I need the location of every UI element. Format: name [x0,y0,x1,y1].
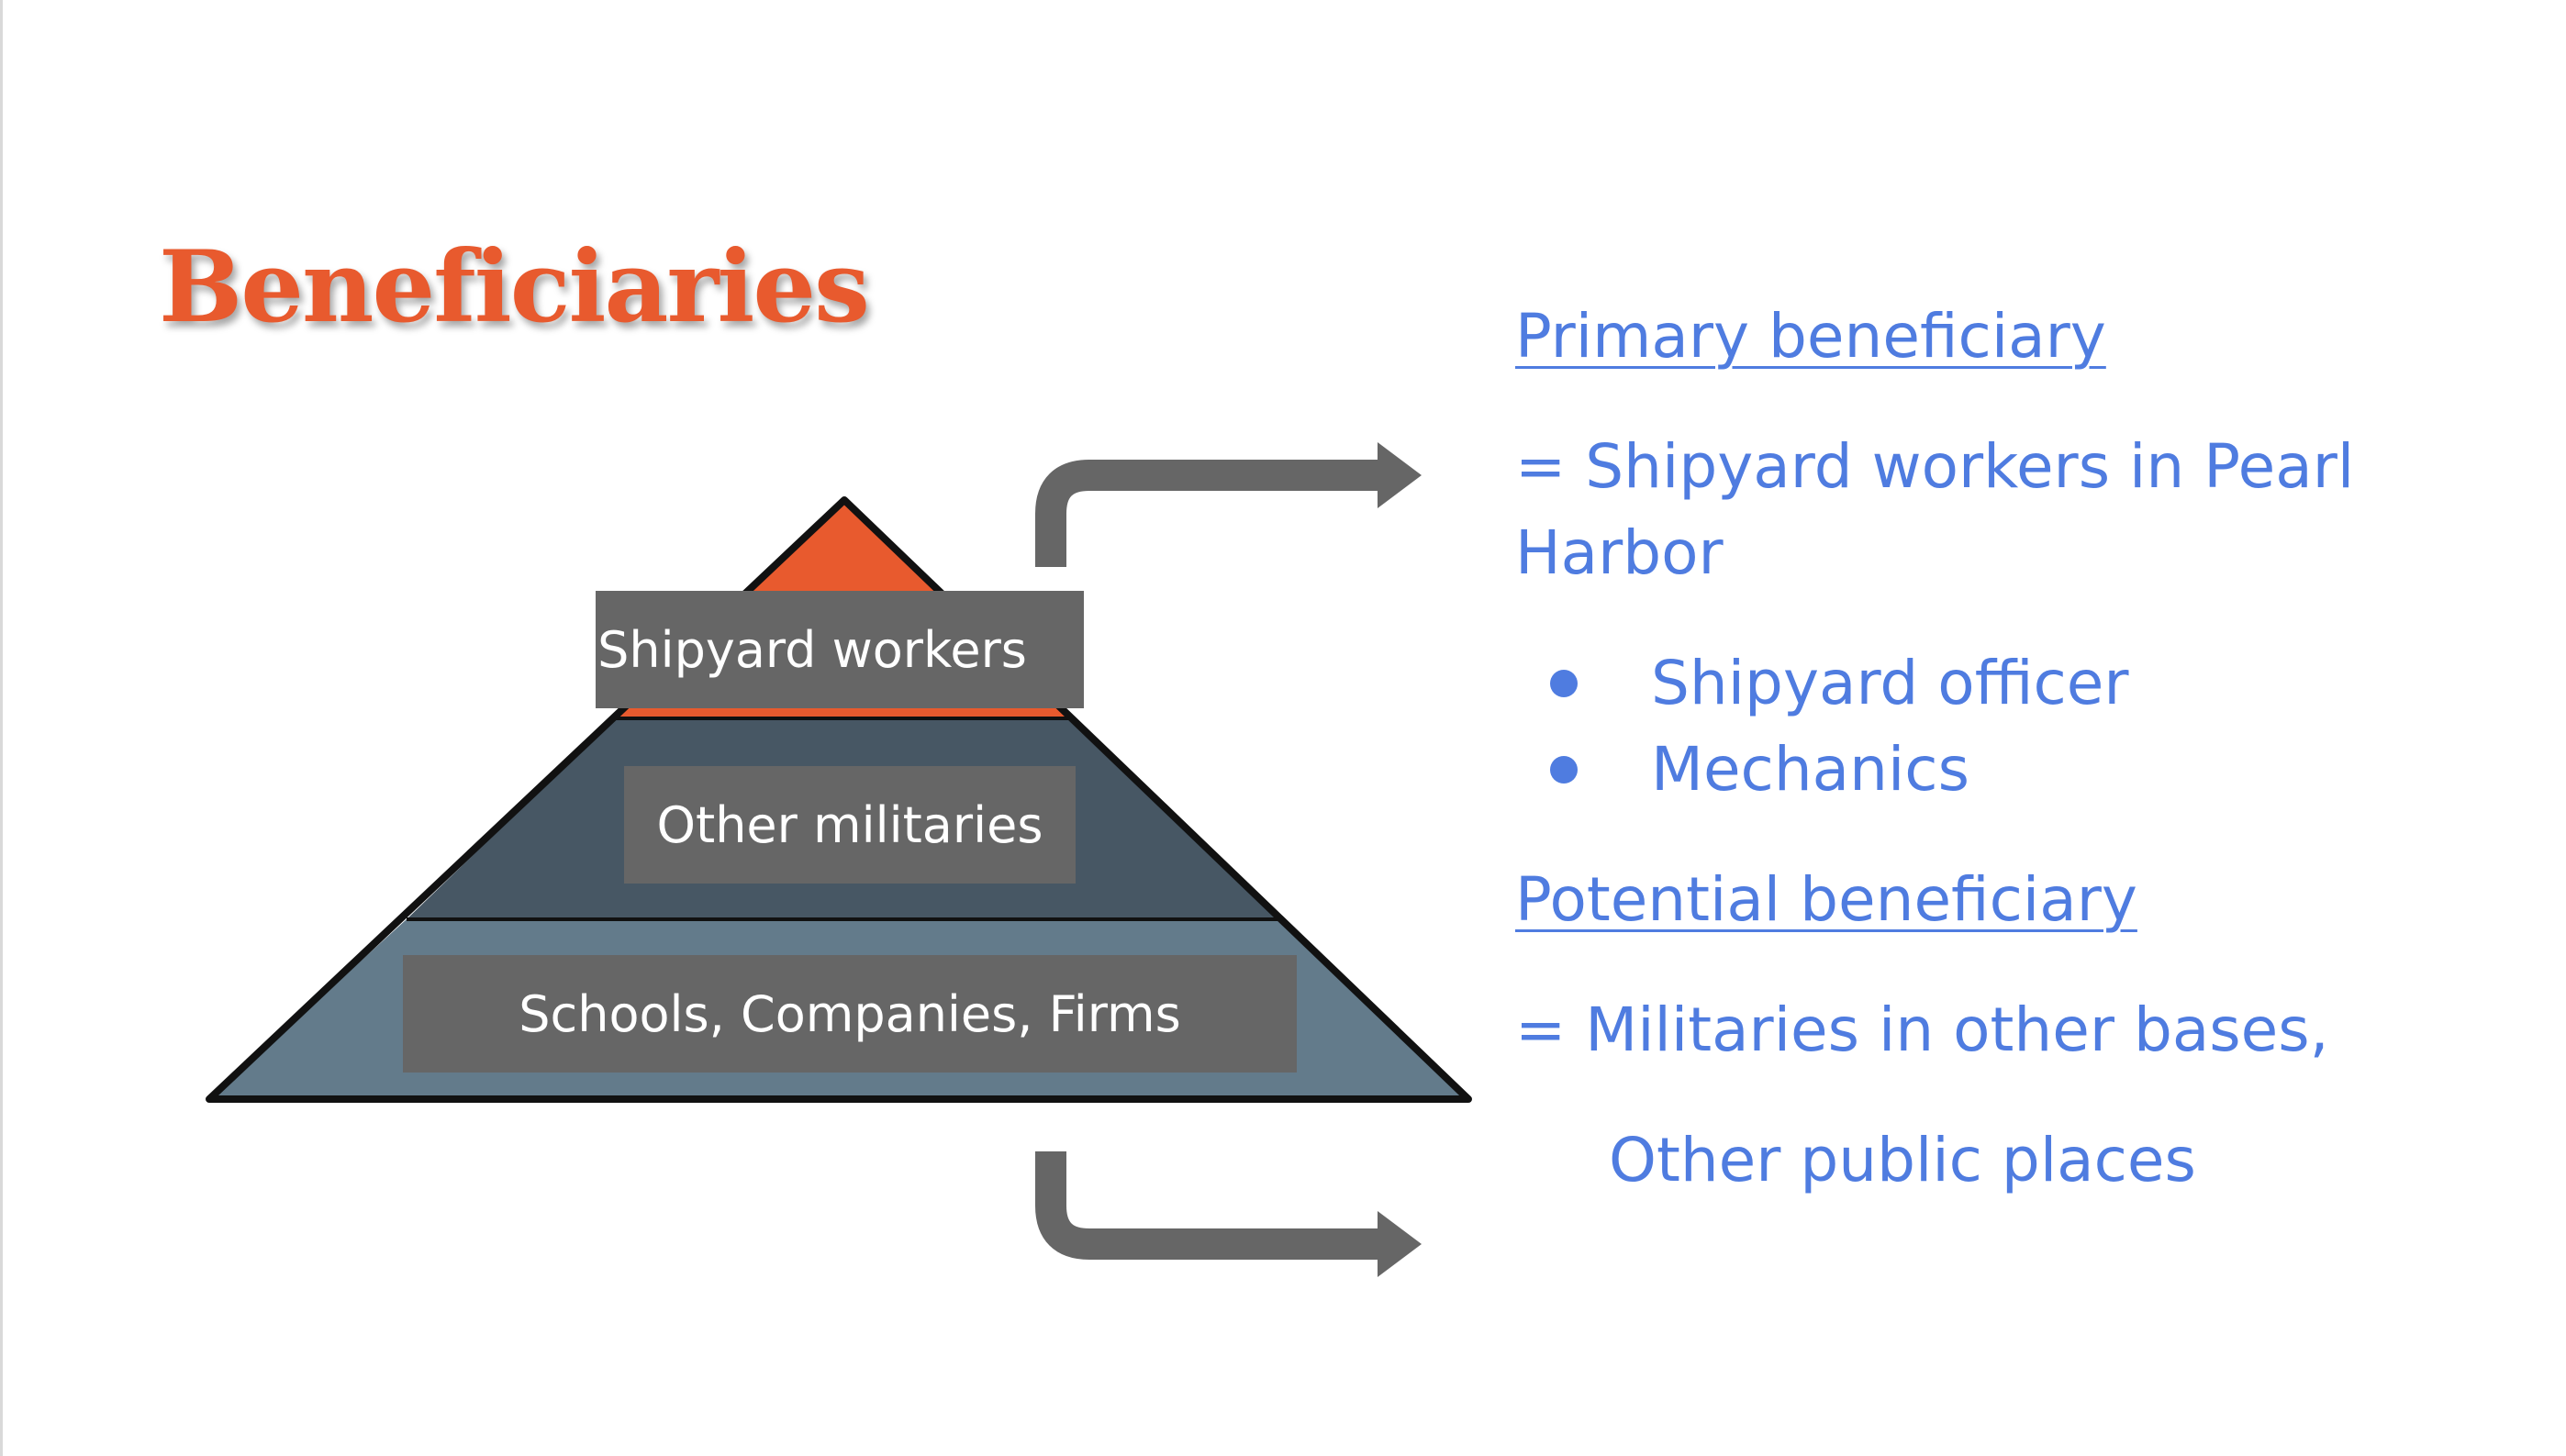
primary-beneficiary-list: Shipyard officer Mechanics [1515,640,2525,813]
slide-title: Beneficiaries [159,229,870,345]
pyramid-label-middle: Other militaries [624,766,1076,884]
arrow-head [1378,442,1422,508]
pyramid-outline [206,496,1472,1103]
primary-beneficiary-heading: Primary beneficiary [1515,301,2106,372]
list-item: Mechanics [1515,727,2525,813]
arrow-right-icon [1035,1151,1379,1260]
pyramid-label-bottom: Schools, Companies, Firms [403,955,1297,1073]
primary-beneficiary-description: = Shipyard workers in Pearl Harbor [1515,431,2355,588]
bullet-icon [1550,756,1578,784]
list-item: Shipyard officer [1515,640,2525,727]
list-item-text: Shipyard officer [1651,648,2129,718]
potential-beneficiary-heading: Potential beneficiary [1515,864,2137,935]
arrow-right-icon [1035,460,1379,567]
bullet-icon [1550,670,1578,697]
pyramid-label-top: Shipyard workers [596,591,1084,708]
potential-beneficiary-description: = Militaries in other bases, [1515,995,2329,1065]
arrow-head [1378,1211,1422,1277]
beneficiary-details: Primary beneficiary = Shipyard workers i… [1515,294,2525,1248]
potential-beneficiary-description-cont: Other public places [1609,1125,2196,1195]
list-item-text: Mechanics [1651,734,1969,805]
